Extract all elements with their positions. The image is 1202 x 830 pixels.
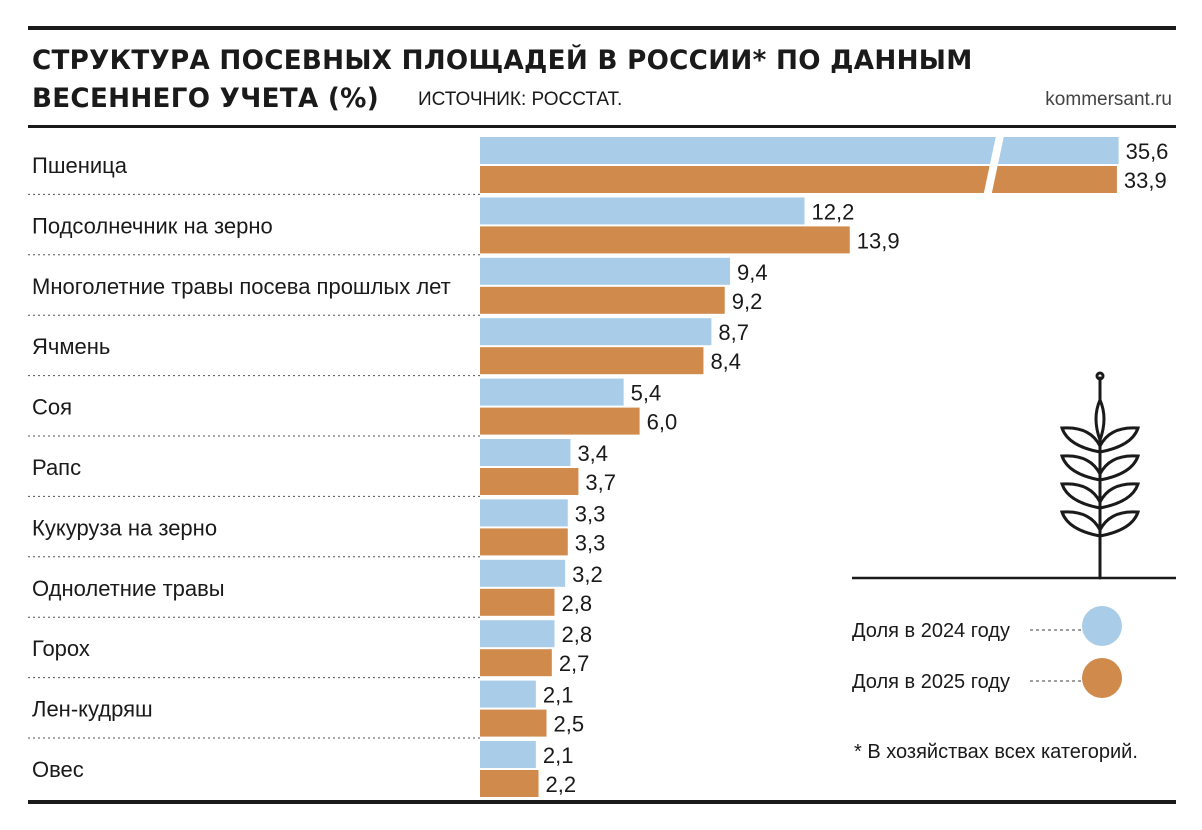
bar-2024 xyxy=(480,257,731,285)
brand-link[interactable]: kommersant.ru xyxy=(1045,89,1172,110)
footnote: * В хозяйствах всех категорий. xyxy=(854,741,1138,763)
category-label: Рапс xyxy=(32,455,81,480)
bar-2025 xyxy=(480,347,704,375)
value-label: 35,6 xyxy=(1126,139,1169,164)
value-label: 3,3 xyxy=(575,530,606,555)
bar-2025 xyxy=(480,166,1117,193)
category-label: Подсолнечник на зерно xyxy=(32,213,273,238)
bar-2025 xyxy=(480,588,555,616)
category-label: Горох xyxy=(32,636,90,661)
value-label: 8,7 xyxy=(718,320,749,345)
bar-2024 xyxy=(480,741,536,768)
bar-2024 xyxy=(480,620,555,648)
legend-label-2025: Доля в 2025 году xyxy=(852,671,1010,693)
bar-2024 xyxy=(480,559,566,587)
value-label: 5,4 xyxy=(631,381,662,406)
category-label: Лен-кудряш xyxy=(32,697,153,722)
category-label: Однолетние травы xyxy=(32,576,225,601)
value-label: 13,9 xyxy=(857,228,900,253)
value-label: 2,2 xyxy=(546,772,577,797)
chart-title-line-1: СТРУКТУРА ПОСЕВНЫХ ПЛОЩАДЕЙ В РОССИИ* ПО… xyxy=(32,45,973,76)
chart-title-line-2: ВЕСЕННЕГО УЧЕТА (%) xyxy=(32,83,379,114)
bar-2025 xyxy=(480,407,640,435)
value-label: 9,2 xyxy=(732,289,763,314)
category-label: Соя xyxy=(32,395,72,420)
category-label: Пшеница xyxy=(32,153,128,178)
value-label: 33,9 xyxy=(1124,168,1167,193)
source-note: ИСТОЧНИК: РОССТАТ. xyxy=(418,89,623,110)
bar-2025 xyxy=(480,649,552,677)
value-label: 2,1 xyxy=(543,683,574,708)
value-label: 2,8 xyxy=(561,622,592,647)
bar-2024 xyxy=(480,439,571,466)
value-label: 2,1 xyxy=(543,743,574,768)
chart-title: СТРУКТУРА ПОСЕВНЫХ ПЛОЩАДЕЙ В РОССИИ* ПО… xyxy=(32,42,973,118)
value-label: 6,0 xyxy=(647,410,678,435)
value-label: 3,2 xyxy=(572,562,603,587)
legend-swatch-2025 xyxy=(1082,658,1122,698)
category-label: Кукуруза на зерно xyxy=(32,515,217,540)
bar-2024 xyxy=(480,680,536,708)
value-label: 3,7 xyxy=(585,470,616,495)
bar-2024 xyxy=(480,378,624,406)
legend-label-2024: Доля в 2024 году xyxy=(852,620,1010,642)
category-label: Многолетние травы посева прошлых лет xyxy=(32,274,451,299)
category-label: Ячмень xyxy=(32,334,110,359)
value-label: 8,4 xyxy=(710,349,741,374)
value-label: 3,3 xyxy=(575,501,606,526)
value-label: 3,4 xyxy=(577,441,608,466)
wheat-ear-icon xyxy=(1059,371,1141,580)
bar-2025 xyxy=(480,770,539,797)
bar-2024 xyxy=(480,137,1119,164)
legend: Доля в 2024 году Доля в 2025 году xyxy=(852,606,1122,698)
bar-2025 xyxy=(480,226,850,254)
value-label: 12,2 xyxy=(812,199,855,224)
bar-2024 xyxy=(480,318,712,346)
header-rule xyxy=(28,125,1176,128)
bar-2024 xyxy=(480,197,805,225)
bar-2025 xyxy=(480,468,579,495)
legend-swatch-2024 xyxy=(1082,606,1122,646)
value-label: 2,5 xyxy=(554,712,585,737)
value-label: 2,7 xyxy=(559,651,590,676)
top-rule xyxy=(28,26,1176,30)
bar-2025 xyxy=(480,286,725,314)
category-label: Овес xyxy=(32,757,84,782)
value-label: 9,4 xyxy=(737,260,768,285)
bottom-rule xyxy=(28,800,1176,804)
bar-2024 xyxy=(480,499,568,527)
value-label: 2,8 xyxy=(561,591,592,616)
axis-break-mark xyxy=(983,135,1005,195)
bar-2025 xyxy=(480,528,568,556)
bar-2025 xyxy=(480,709,547,737)
